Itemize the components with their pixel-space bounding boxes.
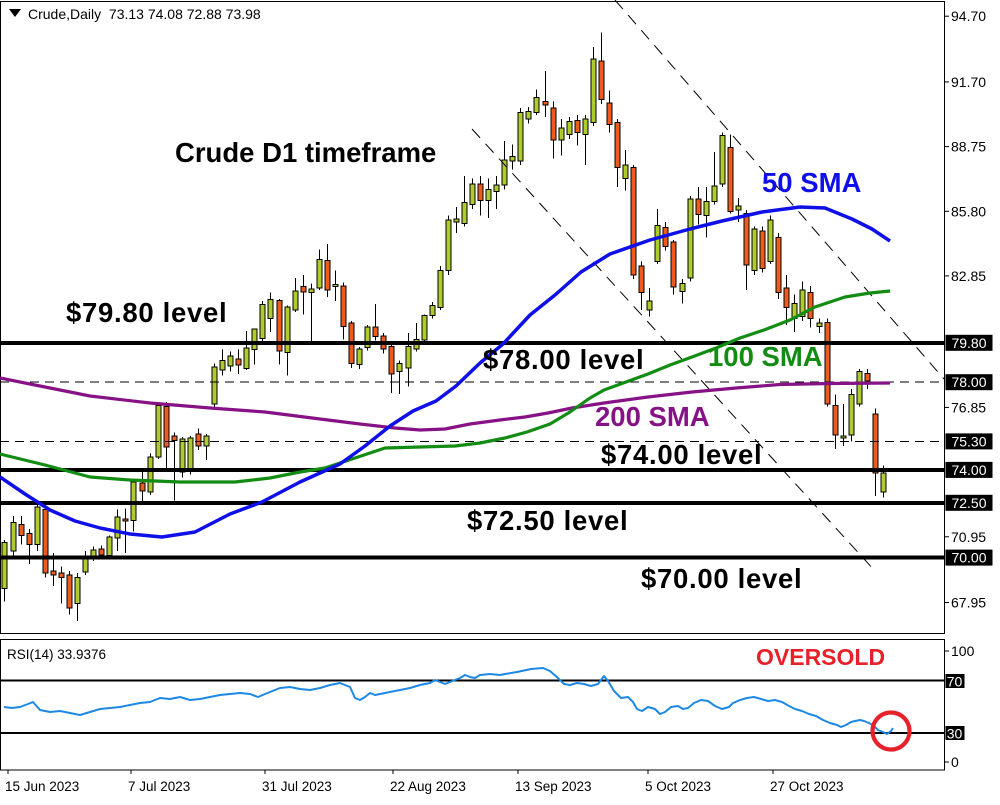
svg-text:100: 100 <box>951 643 975 659</box>
svg-text:74.00: 74.00 <box>951 462 986 478</box>
svg-text:Crude,Daily 73.13 74.08 72.88: Crude,Daily 73.13 74.08 72.88 73.98 <box>28 6 261 22</box>
svg-text:70.95: 70.95 <box>951 529 986 545</box>
svg-text:100 SMA: 100 SMA <box>708 341 823 372</box>
svg-text:76.85: 76.85 <box>951 399 986 415</box>
svg-text:OVERSOLD: OVERSOLD <box>756 644 885 670</box>
svg-text:$70.00 level: $70.00 level <box>641 563 802 594</box>
svg-text:Crude D1 timeframe: Crude D1 timeframe <box>175 137 436 168</box>
svg-text:94.70: 94.70 <box>951 8 986 24</box>
svg-text:$79.80 level: $79.80 level <box>66 297 227 328</box>
svg-text:$78.00 level: $78.00 level <box>483 344 644 375</box>
svg-text:91.70: 91.70 <box>951 74 986 90</box>
svg-text:72.50: 72.50 <box>951 495 986 511</box>
svg-text:70.00: 70.00 <box>951 550 986 566</box>
svg-text:$72.50 level: $72.50 level <box>467 505 628 536</box>
svg-text:78.00: 78.00 <box>951 374 986 390</box>
svg-text:88.75: 88.75 <box>951 139 986 155</box>
svg-text:15 Jun 2023: 15 Jun 2023 <box>5 779 79 794</box>
svg-text:27 Oct 2023: 27 Oct 2023 <box>770 779 844 794</box>
svg-text:7 Jul 2023: 7 Jul 2023 <box>128 779 190 794</box>
svg-text:30: 30 <box>947 726 963 742</box>
svg-text:5 Oct 2023: 5 Oct 2023 <box>645 779 711 794</box>
svg-text:82.85: 82.85 <box>951 268 986 284</box>
svg-text:200 SMA: 200 SMA <box>595 401 710 432</box>
svg-text:31 Jul 2023: 31 Jul 2023 <box>262 779 332 794</box>
svg-text:67.95: 67.95 <box>951 595 986 611</box>
svg-text:0: 0 <box>951 754 959 770</box>
svg-text:79.80: 79.80 <box>951 335 986 351</box>
svg-text:70: 70 <box>947 674 963 690</box>
svg-text:85.80: 85.80 <box>951 203 986 219</box>
svg-text:$74.00 level: $74.00 level <box>601 439 762 470</box>
svg-text:50 SMA: 50 SMA <box>762 167 861 198</box>
svg-text:RSI(14) 33.9376: RSI(14) 33.9376 <box>7 647 106 662</box>
svg-text:13 Sep 2023: 13 Sep 2023 <box>515 779 592 794</box>
svg-text:22 Aug 2023: 22 Aug 2023 <box>390 779 466 794</box>
svg-text:75.30: 75.30 <box>951 433 986 449</box>
